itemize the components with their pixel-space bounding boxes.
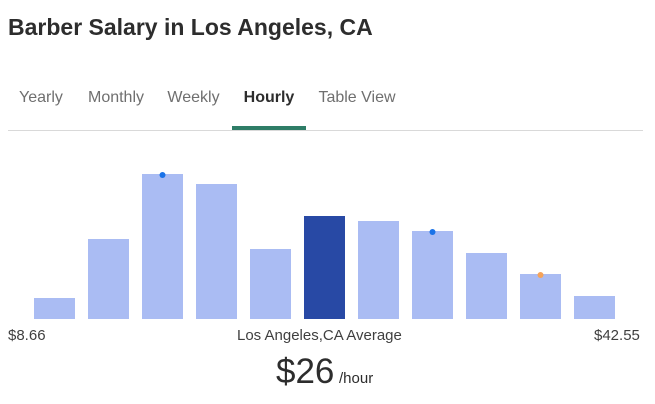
histogram-bar[interactable] xyxy=(358,221,399,319)
histogram-bar[interactable] xyxy=(196,184,237,319)
histogram-bar[interactable] xyxy=(466,253,507,319)
histogram-bar[interactable] xyxy=(574,296,615,319)
bar-marker-dot xyxy=(537,272,544,278)
period-tabs: Yearly Monthly Weekly Hourly Table View xyxy=(8,78,643,131)
tab-hourly[interactable]: Hourly xyxy=(232,78,306,130)
histogram-bar[interactable] xyxy=(88,239,129,319)
salary-histogram xyxy=(34,172,615,319)
histogram-bar[interactable] xyxy=(412,231,453,319)
histogram-bar[interactable] xyxy=(142,174,183,319)
bar-marker-dot xyxy=(429,229,436,235)
bar-marker-dot xyxy=(159,172,166,178)
histogram-bar[interactable] xyxy=(520,274,561,319)
max-salary-label: $42.55 xyxy=(594,327,640,344)
tabs-divider xyxy=(8,130,643,131)
histogram-bar[interactable] xyxy=(34,298,75,319)
average-salary-unit: /hour xyxy=(339,370,374,387)
tab-weekly[interactable]: Weekly xyxy=(167,89,220,106)
histogram-bar-average[interactable] xyxy=(304,216,345,319)
histogram-bar[interactable] xyxy=(250,249,291,319)
average-label: Los Angeles,CA Average xyxy=(237,327,402,344)
tab-monthly[interactable]: Monthly xyxy=(87,89,145,106)
tab-yearly[interactable]: Yearly xyxy=(19,89,63,106)
page-title: Barber Salary in Los Angeles, CA xyxy=(8,14,373,40)
tab-table-view[interactable]: Table View xyxy=(318,89,396,106)
average-salary-value: $26 xyxy=(276,352,335,391)
min-salary-label: $8.66 xyxy=(8,327,46,344)
